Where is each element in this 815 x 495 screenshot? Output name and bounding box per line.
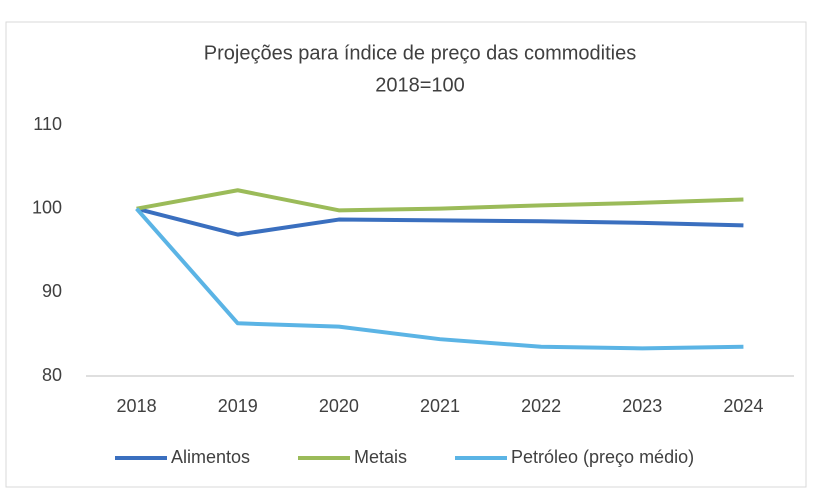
chart-frame xyxy=(5,21,807,488)
y-tick-label: 110 xyxy=(33,114,62,134)
x-tick-label: 2023 xyxy=(622,396,662,416)
legend-label: Petróleo (preço médio) xyxy=(511,447,694,467)
y-tick-label: 90 xyxy=(42,281,62,301)
series-line xyxy=(136,188,744,213)
chart-subtitle: 2018=100 xyxy=(375,74,465,96)
y-tick-label: 80 xyxy=(42,365,62,385)
x-tick-label: 2022 xyxy=(521,396,561,416)
series-line xyxy=(135,207,744,351)
y-tick-label: 100 xyxy=(32,197,62,217)
legend-label: Alimentos xyxy=(171,447,250,467)
x-tick-label: 2024 xyxy=(723,396,763,416)
chart-title: Projeções para índice de preço das commo… xyxy=(204,42,636,64)
series-line xyxy=(136,206,744,237)
x-tick-label: 2020 xyxy=(319,396,359,416)
x-tick-label: 2019 xyxy=(218,396,258,416)
x-tick-label: 2021 xyxy=(420,396,460,416)
legend-label: Metais xyxy=(354,447,407,467)
x-tick-label: 2018 xyxy=(117,396,157,416)
